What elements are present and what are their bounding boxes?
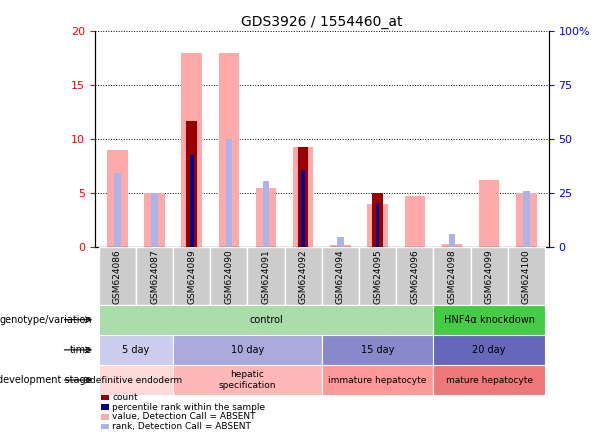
Text: immature hepatocyte: immature hepatocyte [329,376,427,385]
Bar [471,247,508,305]
Bar [372,193,383,247]
Bar [337,237,344,247]
Text: GSM624100: GSM624100 [522,250,531,305]
Bar [376,202,379,247]
Bar [322,335,433,365]
Bar [322,247,359,305]
Bar [248,247,284,305]
Bar [523,191,530,247]
Text: GSM624096: GSM624096 [410,250,419,305]
Bar [433,365,545,395]
Bar [190,155,194,247]
Text: mature hepatocyte: mature hepatocyte [446,376,533,385]
Bar [219,53,239,247]
Bar [173,335,322,365]
Bar [284,247,322,305]
Bar [367,204,388,247]
Bar [99,365,173,395]
Bar [256,187,276,247]
Bar [449,234,455,247]
Bar [442,244,462,247]
Bar [330,245,351,247]
Bar [508,247,545,305]
Bar [186,121,197,247]
Bar [433,305,545,335]
Bar [405,196,425,247]
Text: rank, Detection Call = ABSENT: rank, Detection Call = ABSENT [112,422,251,431]
Bar [516,193,536,247]
Text: genotype/variation: genotype/variation [0,315,92,325]
Bar [114,174,121,247]
Text: hepatic
specification: hepatic specification [219,370,276,390]
Text: count: count [112,393,138,402]
Text: GSM624089: GSM624089 [187,250,196,305]
Bar [433,247,471,305]
Bar [181,53,202,247]
Text: HNF4α knockdown: HNF4α knockdown [444,315,535,325]
Bar [300,169,306,247]
Bar [226,139,232,247]
Text: GSM624092: GSM624092 [299,250,308,305]
Bar [433,335,545,365]
Text: time: time [70,345,92,355]
Bar [99,247,136,305]
Text: GSM624086: GSM624086 [113,250,122,305]
Text: GSM624098: GSM624098 [447,250,457,305]
Bar [99,335,173,365]
Text: GSM624087: GSM624087 [150,250,159,305]
Bar [479,180,500,247]
Text: GSM624090: GSM624090 [224,250,234,305]
Bar [151,193,158,247]
Text: GSM624095: GSM624095 [373,250,382,305]
Bar [302,170,305,247]
Bar [359,247,396,305]
Text: 20 day: 20 day [473,345,506,355]
Bar [263,181,269,247]
Text: development stage: development stage [0,375,92,385]
Text: GSM624099: GSM624099 [485,250,493,305]
Bar [293,147,313,247]
Bar [322,365,433,395]
Bar [99,305,433,335]
Text: percentile rank within the sample: percentile rank within the sample [112,403,265,412]
Text: 10 day: 10 day [231,345,264,355]
Title: GDS3926 / 1554460_at: GDS3926 / 1554460_at [241,15,403,29]
Bar [107,150,128,247]
Bar [298,147,308,247]
Bar [136,247,173,305]
Bar [173,247,210,305]
Bar [173,365,322,395]
Text: 5 day: 5 day [122,345,150,355]
Bar [396,247,433,305]
Bar [210,247,248,305]
Text: GSM624091: GSM624091 [262,250,270,305]
Text: definitive endoderm: definitive endoderm [90,376,182,385]
Text: value, Detection Call = ABSENT: value, Detection Call = ABSENT [112,412,256,421]
Bar [144,193,165,247]
Text: control: control [249,315,283,325]
Text: 15 day: 15 day [361,345,394,355]
Text: GSM624094: GSM624094 [336,250,345,305]
